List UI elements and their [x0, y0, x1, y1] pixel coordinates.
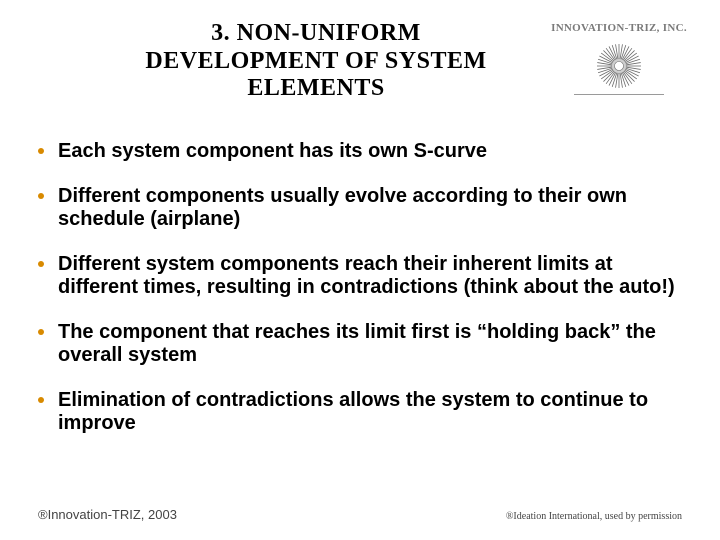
slide-title: 3. NON-UNIFORM DEVELOPMENT OF SYSTEM ELE…	[116, 20, 516, 103]
footer-copyright-left: ®Innovation-TRIZ, 2003	[38, 507, 177, 522]
bullet-text: Each system component has its own S-curv…	[58, 140, 684, 163]
list-item: The component that reaches its limit fir…	[38, 321, 684, 367]
bullet-dot-icon	[38, 148, 44, 154]
bullet-list: Each system component has its own S-curv…	[36, 140, 684, 435]
bullet-dot-icon	[38, 261, 44, 267]
company-name: INNOVATION-TRIZ, INC.	[544, 22, 694, 34]
title-underline-swash	[76, 100, 596, 122]
bullet-dot-icon	[38, 193, 44, 199]
bullet-dot-icon	[38, 397, 44, 403]
title-wrap: 3. NON-UNIFORM DEVELOPMENT OF SYSTEM ELE…	[116, 20, 516, 103]
slide: 3. NON-UNIFORM DEVELOPMENT OF SYSTEM ELE…	[0, 0, 720, 540]
list-item: Different system components reach their …	[38, 253, 684, 299]
bullet-text: The component that reaches its limit fir…	[58, 321, 684, 367]
list-item: Each system component has its own S-curv…	[38, 140, 684, 163]
list-item: Different components usually evolve acco…	[38, 185, 684, 231]
header: 3. NON-UNIFORM DEVELOPMENT OF SYSTEM ELE…	[36, 18, 684, 108]
company-logo	[584, 42, 654, 100]
bullet-text: Different components usually evolve acco…	[58, 185, 684, 231]
bullet-dot-icon	[38, 329, 44, 335]
footer-copyright-right: ®Ideation International, used by permiss…	[506, 511, 682, 522]
bullet-text: Elimination of contradictions allows the…	[58, 389, 684, 435]
logo-underline	[574, 94, 664, 95]
bullet-text: Different system components reach their …	[58, 253, 684, 299]
sunburst-icon	[595, 42, 643, 90]
list-item: Elimination of contradictions allows the…	[38, 389, 684, 435]
